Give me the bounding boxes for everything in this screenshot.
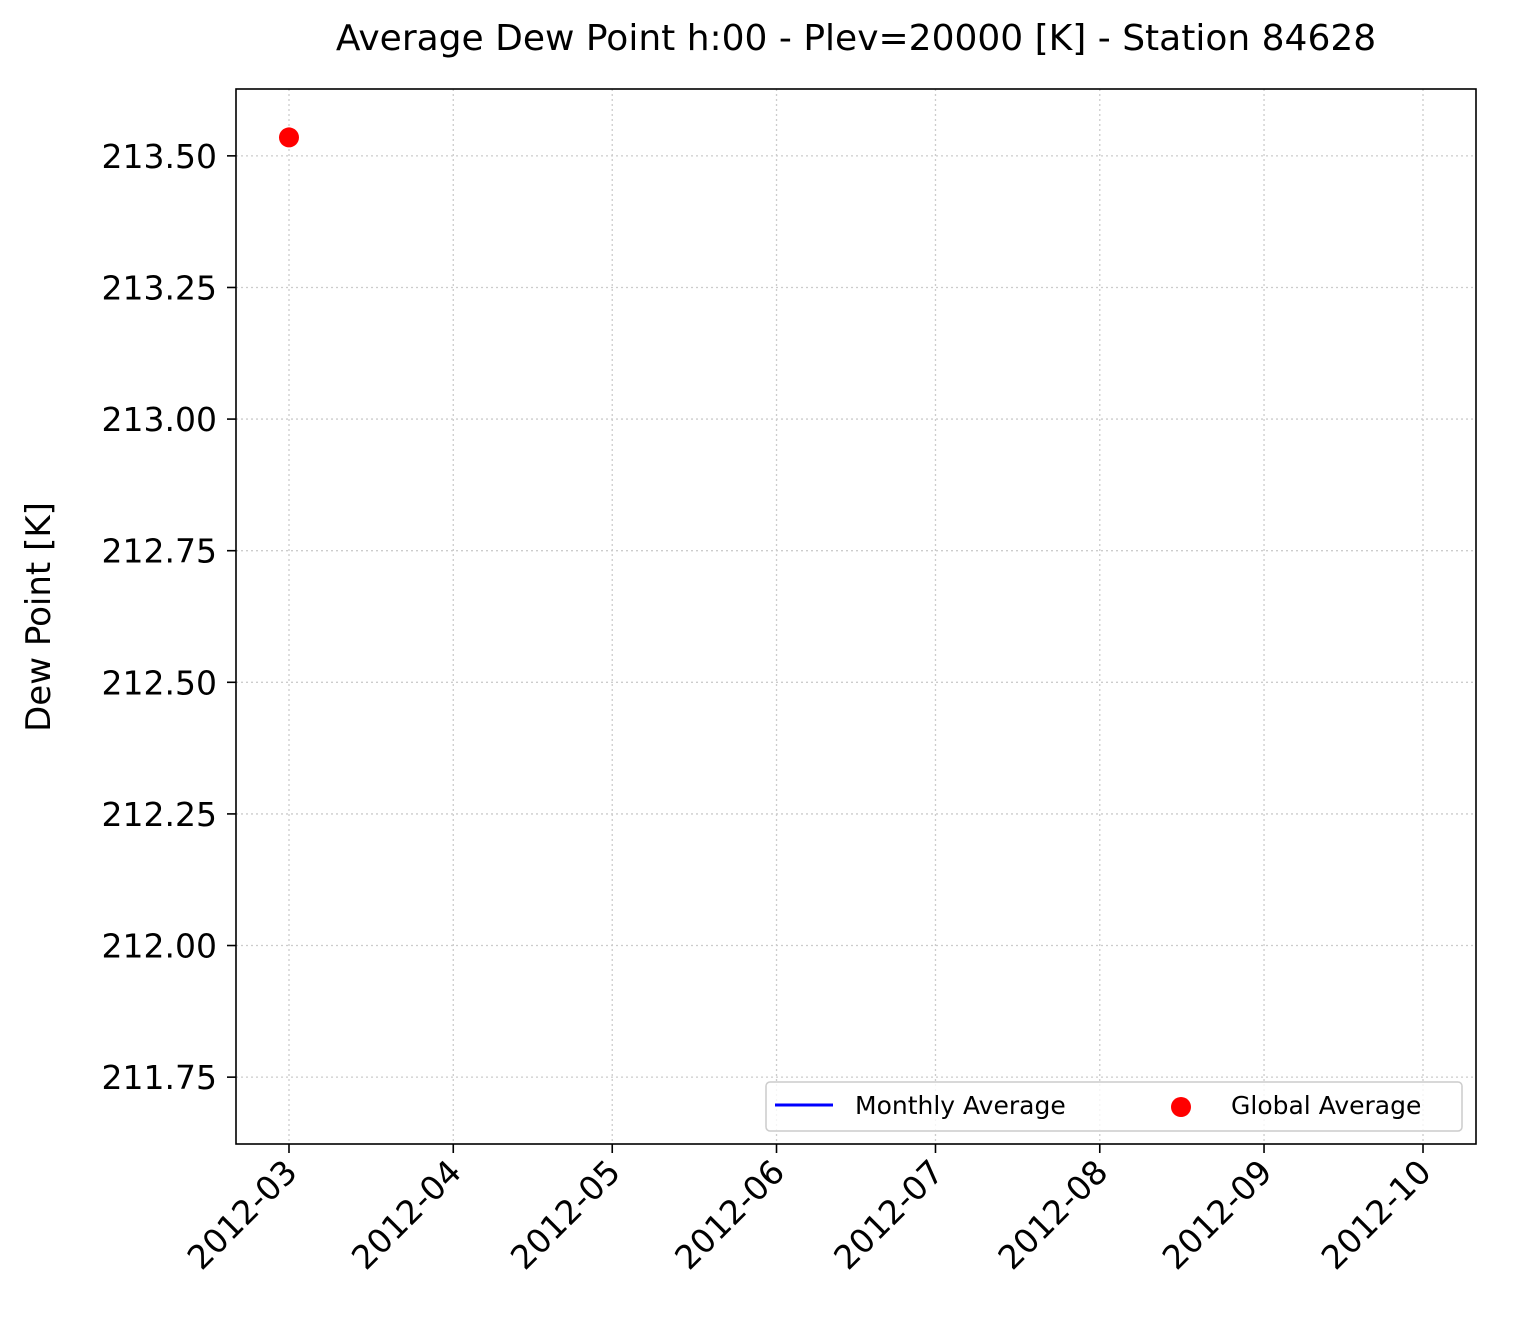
y-tick-label: 212.00 [102,927,217,966]
chart-title: Average Dew Point h:00 - Plev=20000 [K] … [336,18,1376,59]
data-marks [278,127,299,148]
plot-frame [235,88,1477,1145]
y-axis-label: Dew Point [K] [19,502,59,732]
legend-label-monthly: Monthly Average [855,1091,1066,1120]
legend-label-global: Global Average [1231,1091,1421,1120]
y-tick-label: 213.25 [102,268,217,307]
y-tick-label: 211.75 [102,1058,217,1097]
plot-area [236,89,1476,1144]
grid [236,89,1476,1144]
global-average-point [278,127,299,148]
legend: Monthly Average Global Average [765,1081,1463,1132]
y-tick-label: 212.50 [102,663,217,702]
y-tick-label: 213.00 [102,400,217,439]
y-tick-label: 212.75 [102,532,217,571]
y-tick-label: 212.25 [102,795,217,834]
legend-box [765,1081,1463,1132]
legend-dot-swatch [1171,1097,1191,1117]
y-tick-label: 213.50 [102,137,217,176]
